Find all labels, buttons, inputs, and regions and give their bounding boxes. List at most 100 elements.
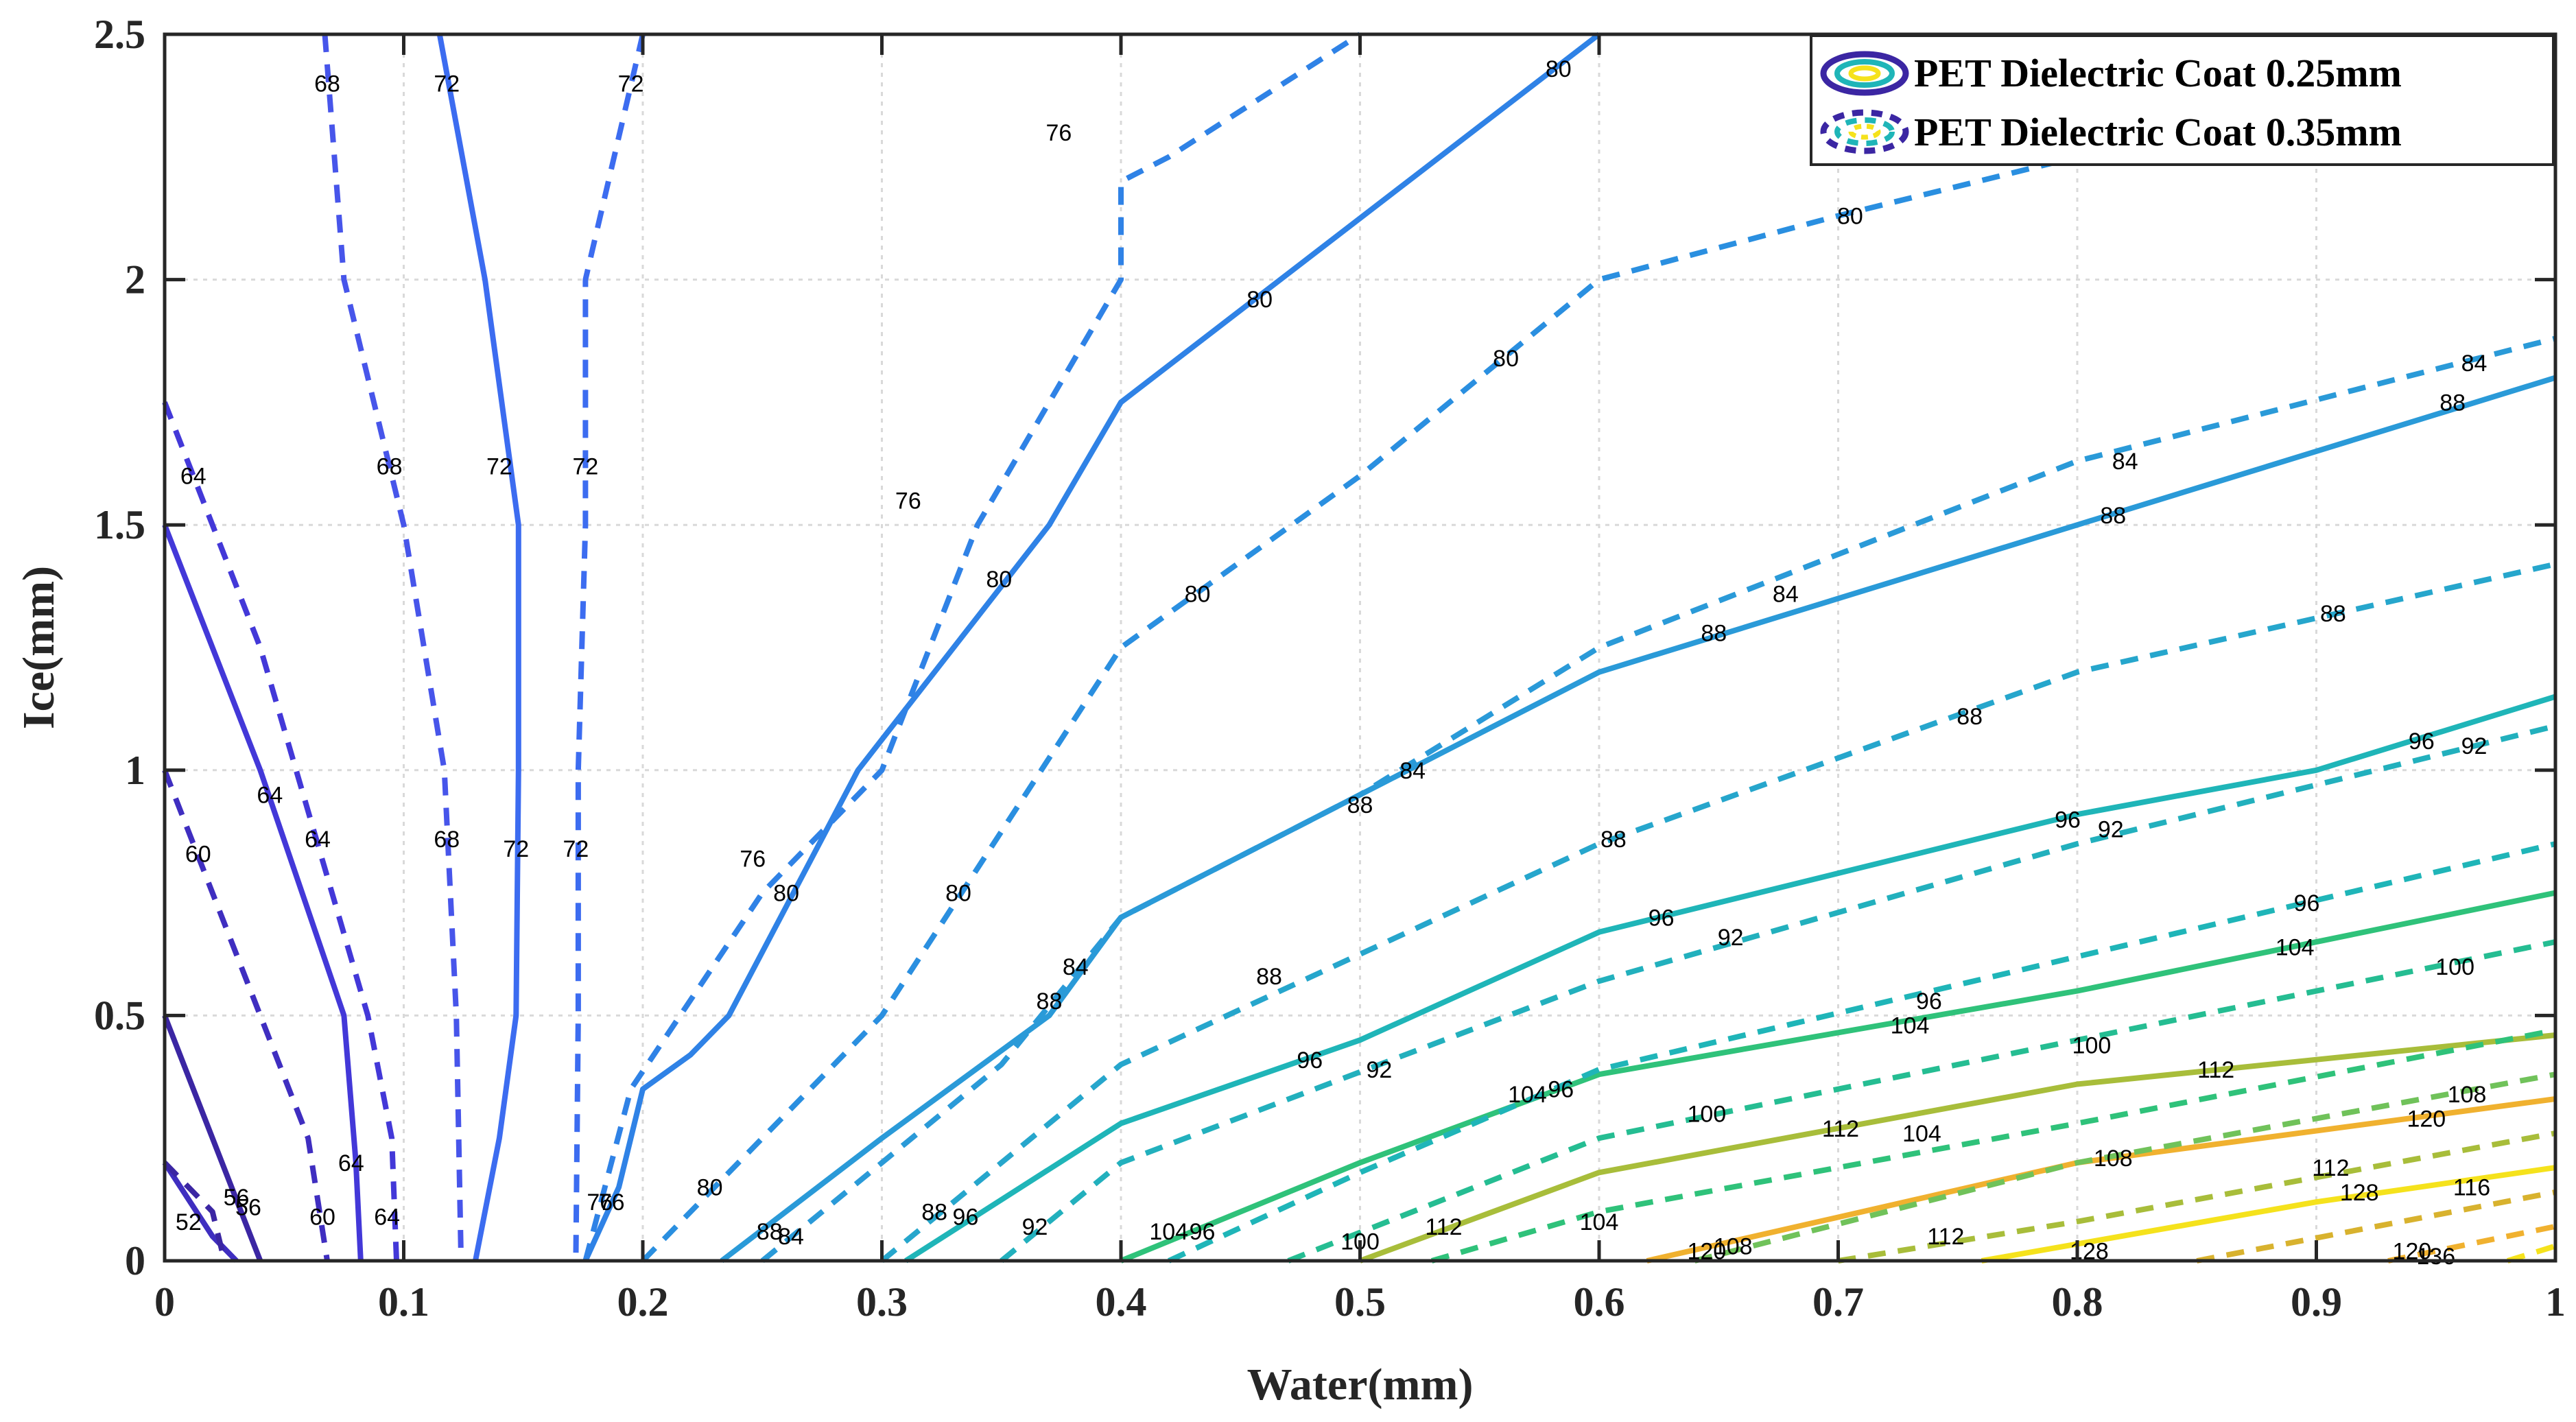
contour-level-label: 108 bbox=[2094, 1146, 2133, 1172]
contour-level-label: 84 bbox=[2461, 351, 2488, 377]
contour-level-label: 88 bbox=[1701, 621, 1727, 647]
legend-ring-middle bbox=[1834, 117, 1895, 146]
x-tick-label: 0.3 bbox=[856, 1279, 908, 1325]
contour-level-label: 104 bbox=[1580, 1209, 1619, 1235]
y-axis-title: Ice(mm) bbox=[14, 566, 64, 729]
contour-line-dashed-84 bbox=[760, 335, 2556, 1264]
contour-level-label: 100 bbox=[2435, 954, 2474, 980]
contour-level-label: 88 bbox=[1037, 988, 1063, 1015]
contour-level-label: 88 bbox=[757, 1219, 783, 1245]
contour-level-label: 96 bbox=[2055, 807, 2081, 833]
contour-level-label: 96 bbox=[1649, 905, 1675, 931]
contour-line-solid-96 bbox=[904, 694, 2557, 1264]
contour-level-label: 72 bbox=[618, 71, 644, 97]
contour-level-label: 96 bbox=[1297, 1047, 1323, 1074]
contour-line-dashed-64 bbox=[162, 401, 399, 1261]
contour-level-label: 88 bbox=[1347, 792, 1373, 818]
contour-level-label: 88 bbox=[2100, 503, 2126, 529]
contour-level-label: 92 bbox=[1366, 1057, 1392, 1083]
contour-line-dashed-80 bbox=[641, 154, 2078, 1263]
contour-level-label: 72 bbox=[563, 836, 589, 862]
x-tick-label: 0.5 bbox=[1334, 1279, 1386, 1325]
contour-line-solid-104 bbox=[1120, 890, 2556, 1264]
x-tick-label: 0.2 bbox=[617, 1279, 669, 1325]
y-tick-label: 1 bbox=[125, 748, 145, 793]
contour-line-solid-56 bbox=[162, 1161, 239, 1263]
contour-level-label: 80 bbox=[1493, 346, 1519, 372]
contour-level-label: 96 bbox=[1916, 988, 1942, 1015]
contour-line-dashed-72 bbox=[573, 34, 646, 1261]
contour-level-label: 64 bbox=[338, 1150, 364, 1176]
contour-level-label: 76 bbox=[1045, 120, 1072, 146]
contour-level-label: 80 bbox=[986, 567, 1012, 593]
contour-line-solid-84 bbox=[720, 375, 2557, 1264]
contour-line-dashed-76 bbox=[582, 32, 1362, 1262]
contour-level-label: 80 bbox=[697, 1175, 723, 1201]
grid-layer bbox=[165, 34, 2555, 1261]
contour-line-dashed-100 bbox=[1287, 939, 2556, 1264]
contour-level-label: 56 bbox=[235, 1194, 261, 1220]
x-tick-label: 0.8 bbox=[2052, 1279, 2103, 1325]
contour-line-solid-52 bbox=[162, 1014, 263, 1262]
contour-line-solid-112 bbox=[1359, 1032, 2556, 1264]
contour-level-label: 92 bbox=[1022, 1214, 1048, 1240]
x-tick-label: 0.9 bbox=[2291, 1279, 2342, 1325]
x-tick-label: 0.1 bbox=[378, 1279, 429, 1325]
contour-level-label: 92 bbox=[1718, 925, 1744, 951]
y-tick-label: 2 bbox=[125, 257, 145, 303]
contour-level-label: 112 bbox=[2197, 1057, 2234, 1083]
contour-level-label: 108 bbox=[2448, 1082, 2487, 1108]
contour-level-label: 96 bbox=[2409, 728, 2435, 755]
contour-level-label: 116 bbox=[2453, 1175, 2490, 1201]
legend-entry-1-label: PET Dielectric Coat 0.35mm bbox=[1914, 110, 2402, 154]
contour-line-dashed-92 bbox=[1000, 723, 2556, 1264]
y-axis: 0 0.5 1 1.5 2 2.5 bbox=[94, 12, 2555, 1283]
contour-level-label: 76 bbox=[895, 488, 921, 514]
contour-level-label: 104 bbox=[1508, 1082, 1547, 1108]
legend: PET Dielectric Coat 0.25mm PET Dielectri… bbox=[1810, 34, 2555, 166]
contour-level-label: 88 bbox=[1256, 964, 1282, 990]
x-tick-label: 0 bbox=[154, 1279, 175, 1325]
contour-level-label: 88 bbox=[2439, 390, 2466, 416]
contour-level-label: 92 bbox=[2461, 733, 2488, 759]
contour-level-label: 68 bbox=[434, 827, 460, 853]
contour-level-label: 104 bbox=[2276, 934, 2315, 960]
contour-level-label: 64 bbox=[305, 827, 331, 853]
contour-level-label: 88 bbox=[2320, 601, 2346, 627]
contour-level-label: 84 bbox=[1773, 581, 1799, 607]
contour-level-label: 92 bbox=[2098, 817, 2124, 843]
contour-level-label: 84 bbox=[778, 1224, 804, 1250]
contour-line-dashed-68 bbox=[322, 34, 464, 1261]
contour-line-solid-64 bbox=[162, 523, 364, 1261]
y-tick-label: 0 bbox=[125, 1238, 145, 1283]
contour-level-label: 72 bbox=[486, 453, 512, 479]
legend-entry-0-label: PET Dielectric Coat 0.25mm bbox=[1914, 51, 2402, 95]
contour-level-label: 96 bbox=[953, 1205, 979, 1231]
contour-level-label: 88 bbox=[1600, 827, 1627, 853]
contour-level-label: 80 bbox=[1246, 287, 1273, 313]
contour-level-label: 72 bbox=[572, 453, 598, 479]
contour-layer bbox=[162, 32, 2557, 1264]
contour-line-dashed-108 bbox=[1694, 1071, 2556, 1264]
legend-solid-contour-icon bbox=[1820, 51, 1909, 96]
contour-level-label: 60 bbox=[309, 1205, 335, 1231]
x-tick-label: 0.6 bbox=[1574, 1279, 1625, 1325]
contour-level-label: 84 bbox=[1063, 954, 1089, 980]
x-tick-label: 0.4 bbox=[1096, 1279, 1147, 1325]
legend-ring-middle bbox=[1834, 59, 1895, 88]
x-tick-label: 1 bbox=[2545, 1279, 2566, 1325]
x-tick-label: 0.7 bbox=[1812, 1279, 1864, 1325]
contour-line-dashed-116 bbox=[2196, 1189, 2556, 1264]
legend-ring-outer bbox=[1820, 109, 1909, 154]
contour-level-label: 100 bbox=[1687, 1101, 1726, 1127]
contour-level-label: 72 bbox=[434, 71, 460, 97]
contour-level-label: 112 bbox=[1822, 1116, 1859, 1142]
legend-ring-inner bbox=[1848, 123, 1881, 140]
contour-level-label: 64 bbox=[257, 783, 283, 809]
contour-line-dashed-112 bbox=[1837, 1130, 2556, 1264]
contour-level-label: 96 bbox=[2294, 890, 2320, 916]
legend-ring-inner bbox=[1848, 65, 1881, 82]
contour-level-label: 64 bbox=[180, 464, 206, 490]
